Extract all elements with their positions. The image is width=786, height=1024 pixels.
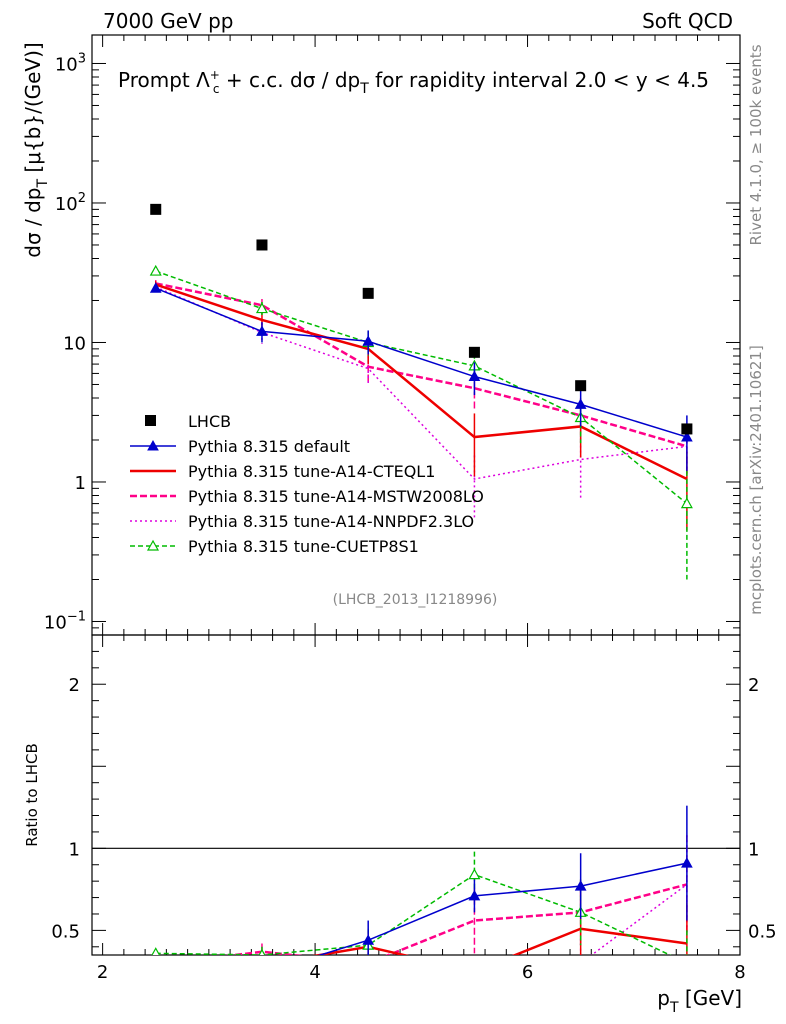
main-series	[149, 264, 693, 580]
ratio-tick-label-left: 0.5	[51, 921, 80, 942]
series-marker	[149, 264, 162, 276]
ratio-y-axis-label: Ratio to LHCB	[23, 743, 41, 847]
data-point	[468, 346, 480, 358]
ratio-series-line	[317, 862, 688, 955]
series-marker	[255, 302, 268, 314]
legend-label: Pythia 8.315 default	[188, 437, 350, 456]
x-tick-label: 4	[309, 962, 320, 983]
legend-marker	[147, 439, 159, 451]
legend: LHCB Pythia 8.315 default Pythia 8.315 tun…	[130, 412, 484, 556]
y-tick-label: 10	[63, 333, 86, 354]
y-tick-label: 10−1	[44, 609, 86, 633]
series-marker	[574, 880, 587, 891]
series-marker	[149, 282, 162, 293]
mcplots-label: mcplots.cern.ch [arXiv:2401.10621]	[747, 345, 765, 615]
series-marker	[468, 868, 481, 880]
series-marker	[151, 963, 161, 972]
analysis-id: (LHCB_2013_I1218996)	[333, 592, 498, 608]
data-point	[256, 239, 268, 251]
legend-marker	[145, 415, 156, 426]
series-line	[155, 283, 688, 481]
ratio-tick-label-left: 1	[69, 839, 80, 860]
series-line	[155, 287, 688, 438]
series-marker	[257, 968, 267, 977]
data-point	[150, 203, 162, 215]
ratio-plot-frame	[91, 634, 741, 956]
header-left: 7000 GeV pp	[103, 9, 234, 33]
series-line	[155, 282, 688, 448]
data-points	[150, 203, 693, 435]
ratio-tick-label-left: 2	[69, 675, 80, 696]
ratio-tick-label-right: 1	[748, 839, 759, 860]
series-marker	[681, 857, 693, 868]
data-point	[681, 423, 693, 435]
series-line	[155, 270, 688, 505]
header-right: Soft QCD	[642, 9, 733, 33]
series-marker	[258, 948, 266, 955]
legend-label: Pythia 8.315 tune-A14-MSTW2008LO	[188, 487, 484, 506]
series-marker	[151, 947, 161, 955]
legend-label: Pythia 8.315 tune-A14-NNPDF2.3LO	[188, 512, 474, 531]
ratio-series-line	[155, 873, 672, 955]
legend-label: Pythia 8.315 tune-A14-CTEQL1	[188, 462, 435, 481]
data-point	[575, 380, 587, 392]
ratio-tick-label-right: 0.5	[748, 921, 777, 942]
x-tick-label: 2	[97, 962, 108, 983]
ratio-series-line	[312, 927, 688, 955]
y-tick-label: 102	[55, 191, 86, 215]
legend-label: LHCB	[188, 412, 231, 431]
series-marker	[256, 325, 268, 336]
data-point	[362, 287, 374, 299]
rivet-label: Rivet 4.1.0, ≥ 100k events	[747, 44, 765, 245]
series-marker	[681, 430, 693, 442]
y-axis-label: dσ / dpT [μ{b}/(GeV)]	[21, 42, 51, 257]
series-marker	[682, 958, 692, 967]
series-marker	[362, 335, 375, 346]
x-tick-label: 6	[522, 962, 533, 983]
series-marker	[468, 370, 481, 382]
series-marker	[574, 398, 587, 409]
series-marker	[468, 889, 481, 901]
series-marker	[362, 934, 375, 945]
ratio-series	[151, 805, 693, 977]
legend-marker	[146, 539, 160, 551]
ratio-series-line	[590, 883, 688, 955]
y-tick-label: 103	[55, 51, 86, 75]
x-tick-label: 8	[734, 962, 745, 983]
ratio-tick-label-right: 2	[748, 675, 759, 696]
series-marker	[680, 497, 693, 509]
x-axis-label: pT [GeV]	[657, 986, 742, 1016]
plot-title: Prompt Λ+ c + c.c. dσ / dpT for rapidity …	[118, 68, 709, 97]
legend-label: Pythia 8.315 tune-CUETP8S1	[188, 537, 419, 556]
y-tick-label: 1	[75, 473, 86, 494]
ratio-series-line	[225, 883, 688, 955]
